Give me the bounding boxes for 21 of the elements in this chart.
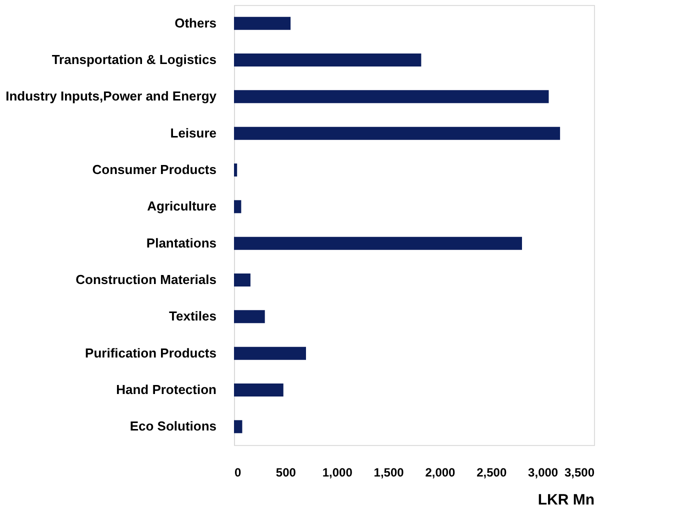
y-tick-label: Industry Inputs,Power and Energy <box>6 88 218 104</box>
y-tick-label: Construction Materials <box>76 272 216 287</box>
x-tick-label: 3,500 <box>564 466 595 480</box>
x-tick-label: 2,500 <box>476 466 507 480</box>
y-tick-label: Transportation & Logistics <box>52 52 216 67</box>
y-tick-label: Plantations <box>146 235 216 250</box>
y-tick-label: Leisure <box>170 125 216 140</box>
y-tick-label: Hand Protection <box>116 382 217 397</box>
y-tick-label: Others <box>174 15 216 30</box>
y-tick-label: Agriculture <box>147 198 216 214</box>
x-tick-label: 3,000 <box>528 466 558 480</box>
y-tick-label: Textiles <box>169 308 216 324</box>
x-tick-label: 1,000 <box>322 466 353 480</box>
y-tick-label: Purification Products <box>85 345 216 360</box>
y-tick-label: Consumer Products <box>92 162 216 177</box>
y-tick-label: Eco Solutions <box>130 418 216 434</box>
x-tick-label: 2,000 <box>425 466 456 480</box>
x-tick-label: 0 <box>234 466 242 480</box>
x-tick-label: 500 <box>276 466 296 480</box>
x-tick-label: 1,500 <box>374 466 404 480</box>
x-axis-title: LKR Mn <box>538 492 594 508</box>
